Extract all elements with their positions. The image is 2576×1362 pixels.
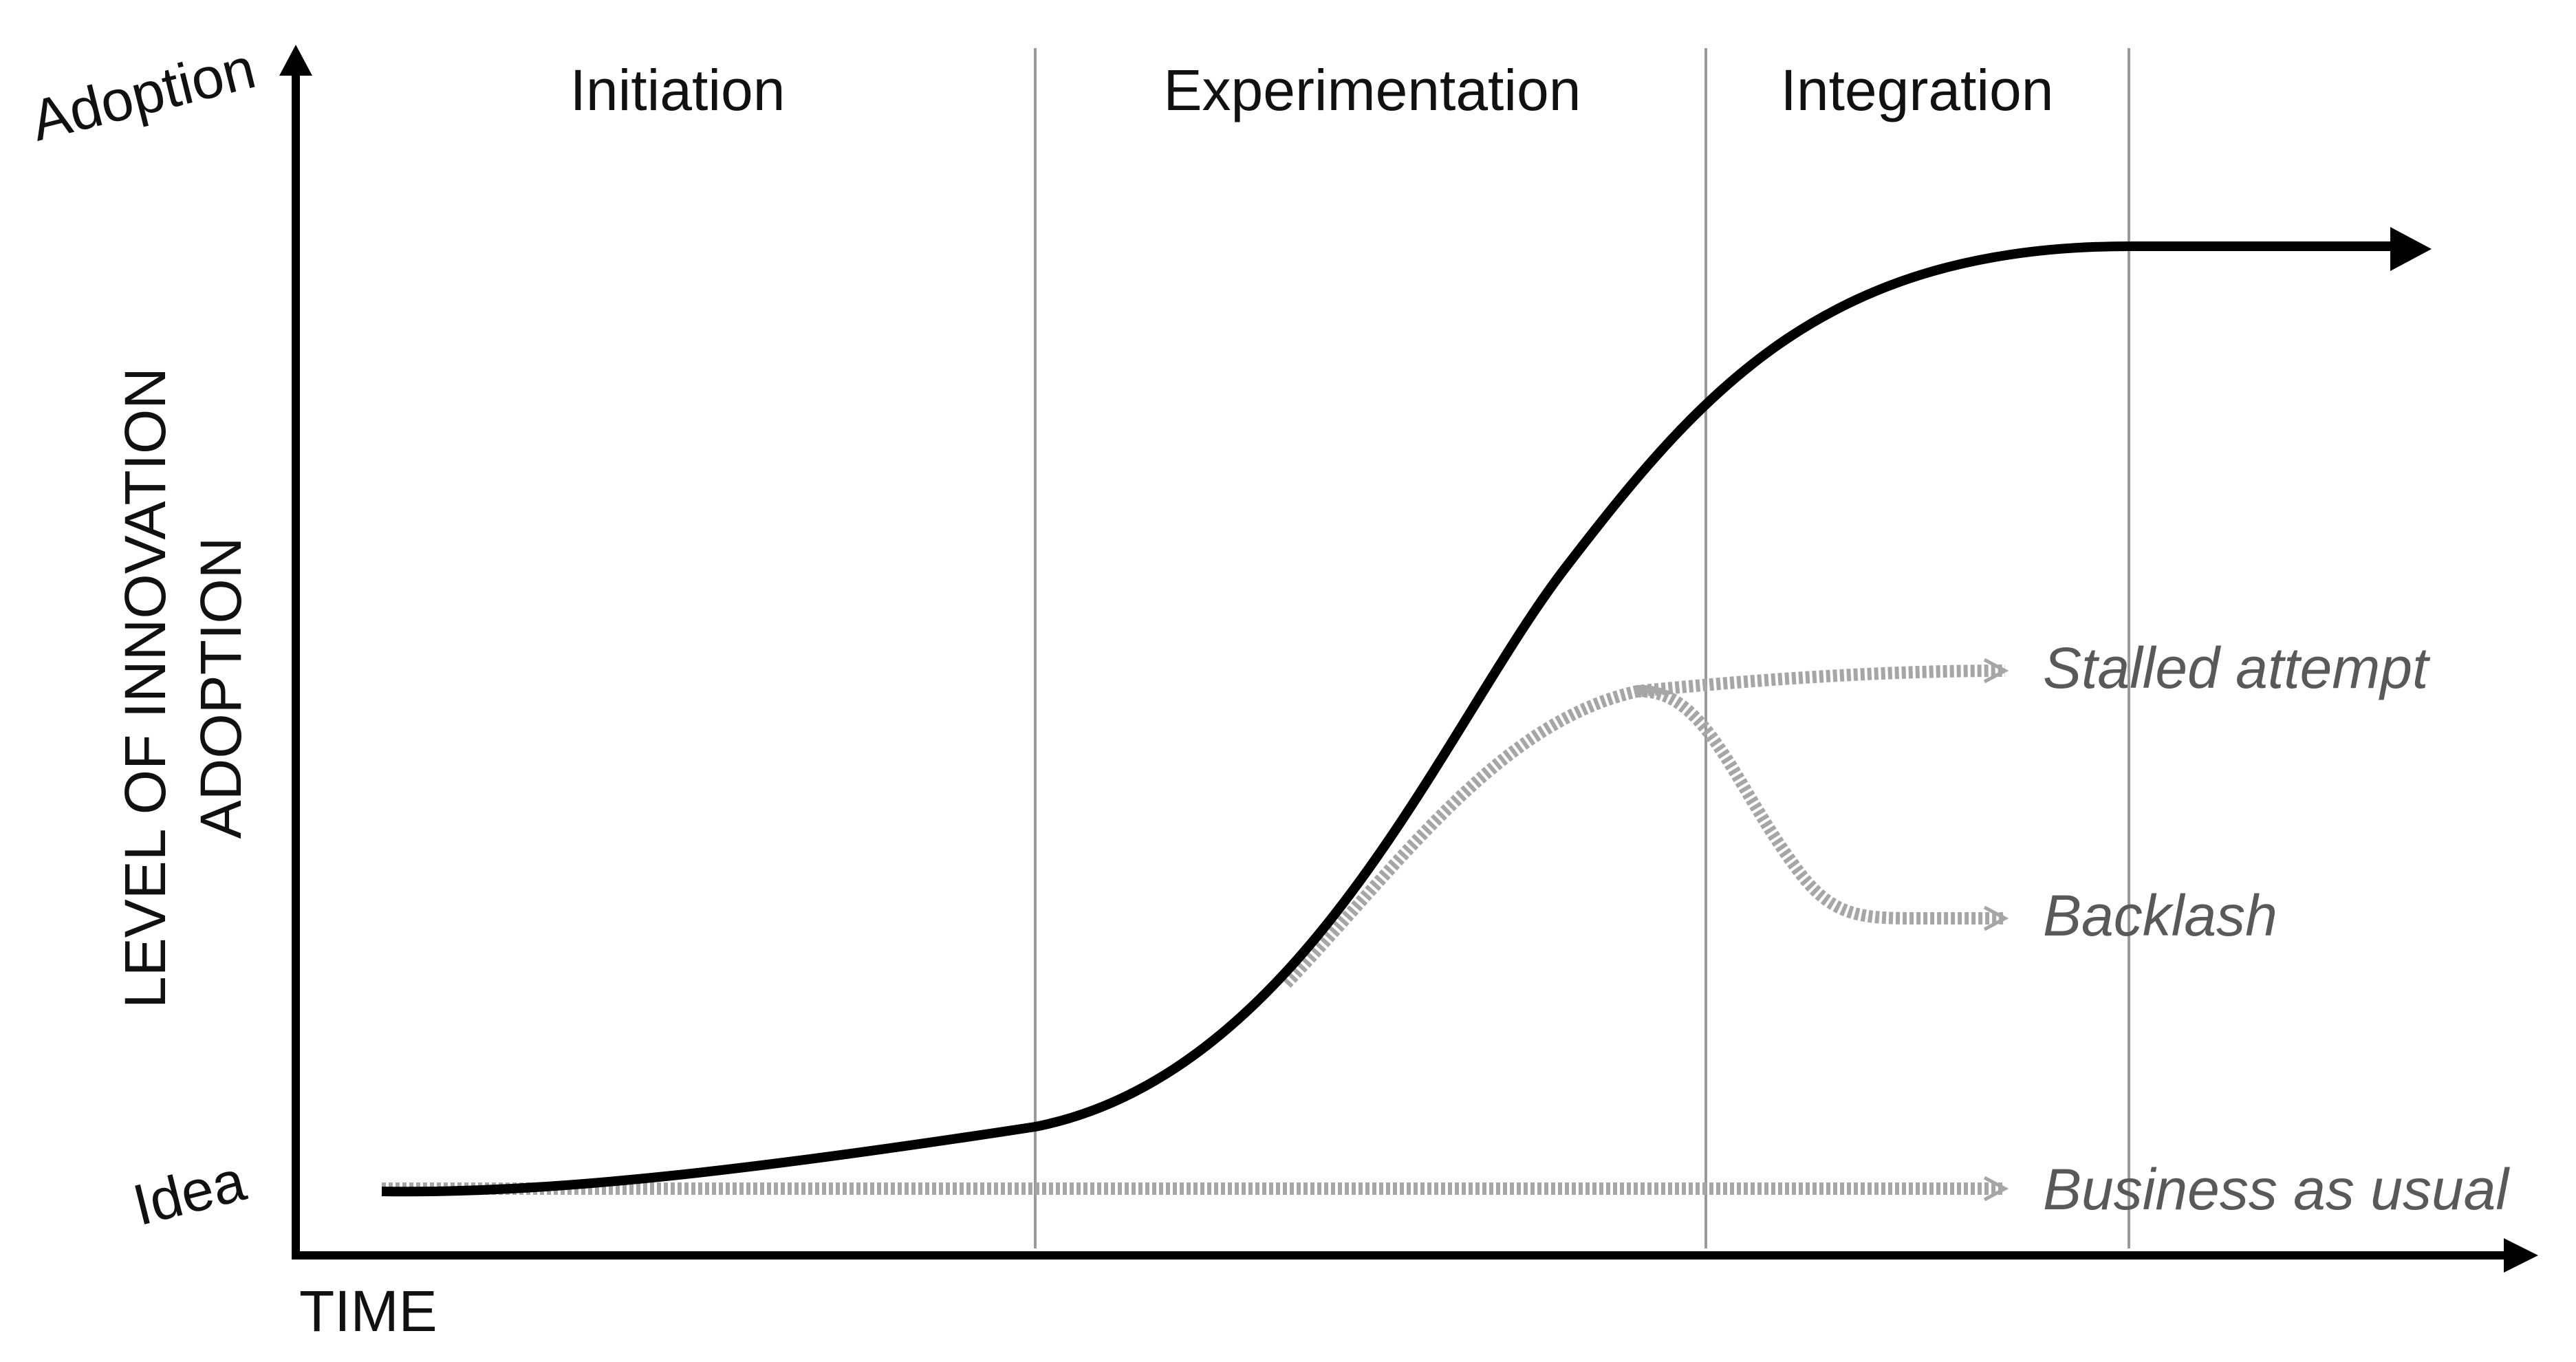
s-curve-arrowhead bbox=[2390, 227, 2432, 271]
outcome-label-stalled: Stalled attempt bbox=[2043, 636, 2431, 700]
y-axis-bottom-label: Idea bbox=[127, 1147, 252, 1237]
y-axis-title-line1: LEVEL OF INNOVATION bbox=[113, 367, 177, 1008]
y-axis-top-label: Adoption bbox=[25, 35, 262, 153]
y-axis-title-line2: ADOPTION bbox=[188, 537, 253, 839]
outcome-label-business-as-usual: Business as usual bbox=[2043, 1157, 2510, 1222]
x-axis-title: TIME bbox=[299, 1279, 437, 1343]
stalled-attempt-path bbox=[1281, 658, 2009, 988]
outcome-label-backlash: Backlash bbox=[2043, 883, 2277, 948]
y-axis-arrowhead bbox=[279, 45, 312, 76]
phase-label-integration: Integration bbox=[1781, 58, 2054, 122]
backlash-path bbox=[1636, 684, 2009, 931]
x-axis-arrowhead bbox=[2504, 1238, 2538, 1273]
adoption-s-curve bbox=[381, 241, 2414, 1197]
phase-label-experimentation: Experimentation bbox=[1164, 58, 1581, 122]
phase-label-initiation: Initiation bbox=[570, 58, 786, 122]
